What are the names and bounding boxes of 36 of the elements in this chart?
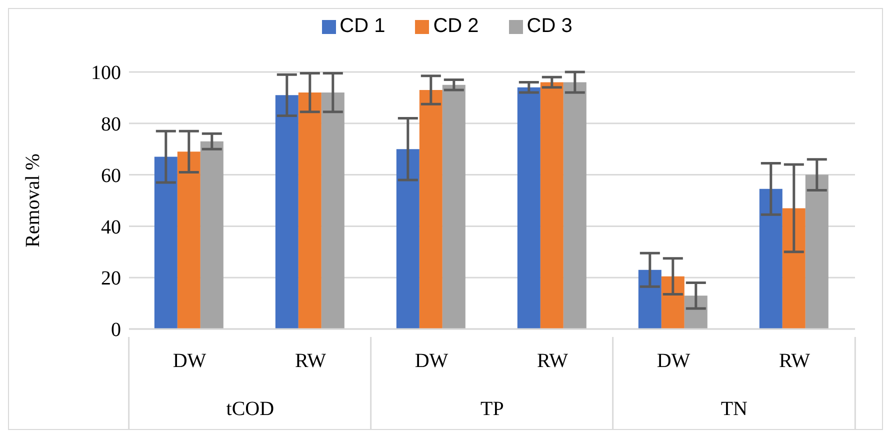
x-tick-label: RW xyxy=(294,350,326,372)
x-tick-label: DW xyxy=(656,350,690,372)
bar xyxy=(805,174,828,329)
bar xyxy=(661,276,684,329)
y-tick-label: 80 xyxy=(101,114,121,136)
y-tick-label: 60 xyxy=(101,164,121,187)
bar xyxy=(638,270,662,329)
bar xyxy=(442,84,466,329)
x-tick-label: DW xyxy=(172,350,206,372)
bar xyxy=(782,208,806,329)
x-tick-label: RW xyxy=(536,350,568,372)
y-tick-label: 100 xyxy=(91,62,121,84)
x-tick-label: DW xyxy=(414,350,448,372)
bar xyxy=(759,188,782,329)
y-tick-label: 0 xyxy=(111,319,121,342)
bar xyxy=(540,82,564,329)
text: TN xyxy=(720,398,748,420)
text: tCOD xyxy=(226,398,274,420)
legend-label: CD 3 xyxy=(526,15,572,37)
bar xyxy=(419,90,442,329)
bar xyxy=(177,152,200,329)
bar xyxy=(154,156,178,329)
bar xyxy=(517,87,540,329)
x-tick-label: RW xyxy=(778,350,810,372)
bar xyxy=(396,149,420,329)
bar xyxy=(563,82,586,329)
legend-label: CD 2 xyxy=(433,15,479,37)
legend-label: CD 1 xyxy=(340,15,386,37)
bar xyxy=(298,92,322,329)
bar xyxy=(275,95,298,329)
text: TP xyxy=(480,398,504,420)
bar xyxy=(200,141,224,329)
bar xyxy=(321,92,344,329)
y-tick-label: 40 xyxy=(101,216,121,238)
y-tick-label: 20 xyxy=(101,268,121,290)
y-axis-title: Removal % xyxy=(22,154,44,248)
